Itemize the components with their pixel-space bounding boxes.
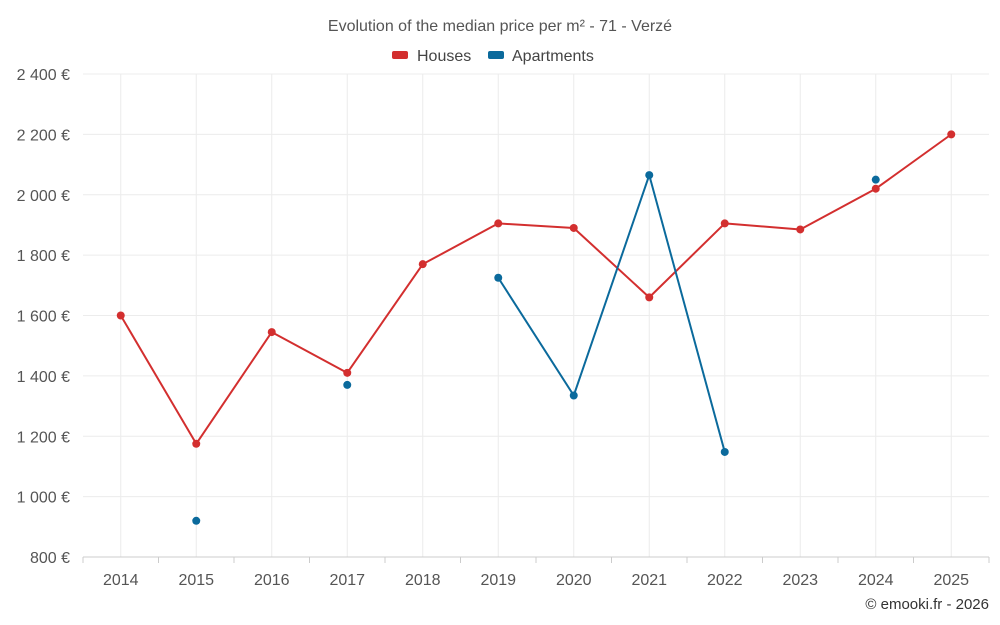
x-tick-label: 2020: [556, 572, 592, 589]
y-tick-label: 2 200 €: [17, 127, 70, 144]
x-tick-label: 2024: [858, 572, 894, 589]
houses-point: [267, 328, 276, 337]
legend: Houses Apartments: [392, 48, 594, 65]
x-tick-label: 2014: [103, 572, 139, 589]
houses-point: [947, 130, 956, 139]
apartments-point: [871, 175, 880, 184]
y-tick-label: 1 200 €: [17, 429, 70, 446]
apartments-line: [497, 174, 726, 453]
x-tick-label: 2018: [405, 572, 441, 589]
x-tick-label: 2022: [707, 572, 743, 589]
houses-legend-label: Houses: [417, 48, 471, 65]
houses-point: [720, 219, 729, 228]
houses-point: [569, 223, 578, 232]
houses-legend-swatch: [392, 51, 408, 59]
x-tick-label: 2015: [178, 572, 214, 589]
houses-point: [645, 293, 654, 302]
apartments-point: [645, 171, 654, 180]
apartments-point: [720, 447, 729, 456]
apartments-point: [494, 273, 503, 282]
houses-point: [796, 225, 805, 234]
x-tick-label: 2025: [933, 572, 969, 589]
apartments-legend-swatch: [488, 51, 504, 59]
houses-point: [343, 368, 352, 377]
x-tick-label: 2023: [782, 572, 818, 589]
y-axis: 800 € 1 000 € 1 200 € 1 400 € 1 600 € 1 800 €…: [17, 67, 70, 567]
credit-text: © emooki.fr - 2026: [865, 596, 989, 613]
y-tick-label: 1 800 €: [17, 248, 70, 265]
x-axis: 2014 2015 2016 2017 2018 2019 2020 2021 2022 2023…: [82, 556, 990, 589]
apartments-point: [192, 516, 201, 525]
houses-point: [494, 219, 503, 228]
x-tick-label: 2021: [631, 572, 667, 589]
x-tick-label: 2019: [480, 572, 516, 589]
y-tick-label: 2 000 €: [17, 188, 70, 205]
y-tick-label: 1 600 €: [17, 309, 70, 326]
series-layer: [116, 130, 956, 525]
houses-point: [192, 439, 201, 448]
x-tick-label: 2017: [329, 572, 365, 589]
y-tick-label: 800 €: [30, 550, 70, 567]
y-tick-label: 1 400 €: [17, 369, 70, 386]
x-tick-label: 2016: [254, 572, 290, 589]
houses-point: [418, 260, 427, 269]
houses-line: [119, 133, 952, 445]
y-tick-label: 2 400 €: [17, 67, 70, 84]
houses-point: [116, 311, 125, 320]
houses-point: [871, 184, 880, 193]
grid: [83, 73, 989, 558]
chart-title: Evolution of the median price per m² - 7…: [328, 18, 672, 35]
apartments-point: [569, 391, 578, 400]
apartments-point: [343, 380, 352, 389]
apartments-legend-label: Apartments: [512, 48, 594, 65]
y-tick-label: 1 000 €: [17, 490, 70, 507]
